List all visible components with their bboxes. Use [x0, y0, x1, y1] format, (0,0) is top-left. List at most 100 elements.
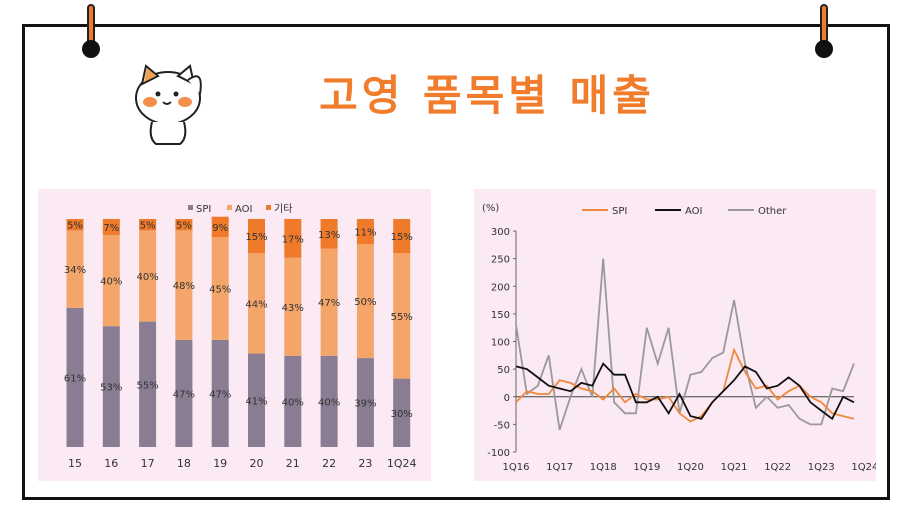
bar-segment-AOI-21 — [284, 257, 302, 356]
data-label-SPI-21: 40% — [282, 397, 304, 408]
x-tick-label: 1Q22 — [764, 462, 791, 473]
x-tick-label: 18 — [177, 457, 191, 470]
data-label-기타-18: 5% — [176, 221, 192, 232]
page-title: 고영 품목별 매출 — [319, 71, 655, 120]
data-label-SPI-22: 40% — [318, 397, 340, 408]
bar-segment-AOI-18 — [175, 230, 193, 340]
series-line-AOI — [515, 362, 855, 421]
data-label-기타-22: 13% — [318, 230, 340, 241]
bar-segment-AOI-23 — [356, 244, 374, 359]
bar-segment-AOI-15 — [66, 230, 84, 308]
cat-saluting-icon — [135, 64, 202, 145]
x-tick-label: 16 — [104, 457, 118, 470]
bar-segment-SPI-22 — [320, 355, 338, 447]
data-label-기타-1Q24: 15% — [391, 232, 413, 243]
bar-segment-AOI-19 — [211, 237, 229, 340]
bar-segment-AOI-22 — [320, 248, 338, 356]
bar-segment-기타-16 — [102, 219, 120, 235]
legend-label-Other: Other — [758, 206, 787, 217]
y-tick-label: 0 — [504, 393, 510, 404]
bar-segment-기타-19 — [211, 216, 229, 238]
bar-segment-기타-18 — [175, 219, 193, 231]
y-tick-label: 50 — [497, 365, 510, 376]
bar-segment-SPI-16 — [102, 326, 120, 447]
y-axis-label: (%) — [482, 203, 499, 214]
data-label-AOI-18: 48% — [173, 281, 195, 292]
data-label-SPI-15: 61% — [64, 373, 86, 384]
bar-segment-SPI-1Q24 — [393, 378, 411, 447]
bar-segment-SPI-17 — [139, 321, 157, 447]
data-label-AOI-16: 40% — [100, 277, 122, 288]
legend-label-SPI: SPI — [612, 206, 627, 217]
y-tick-label: 150 — [491, 310, 510, 321]
y-tick-label: -100 — [487, 448, 510, 459]
y-tick-label: 300 — [491, 227, 510, 238]
bar-segment-기타-20 — [248, 219, 265, 254]
data-label-기타-16: 7% — [103, 223, 119, 234]
bar-segment-SPI-18 — [175, 339, 193, 447]
y-tick-label: 200 — [491, 282, 510, 293]
bar-segment-SPI-21 — [284, 355, 302, 447]
x-tick-label: 15 — [68, 457, 82, 470]
data-label-기타-17: 5% — [140, 221, 156, 232]
data-label-SPI-1Q24: 30% — [391, 409, 413, 420]
data-label-기타-20: 15% — [245, 232, 267, 243]
bar-segment-기타-21 — [284, 219, 302, 258]
bar-segment-SPI-23 — [356, 358, 374, 447]
bar-segment-SPI-20 — [248, 353, 265, 447]
data-label-AOI-20: 44% — [245, 299, 267, 310]
x-tick-label: 1Q23 — [808, 462, 835, 473]
data-label-AOI-22: 47% — [318, 298, 340, 309]
y-tick-label: 250 — [491, 255, 510, 266]
bar-segment-기타-1Q24 — [393, 219, 411, 254]
legend-swatch-SPI — [188, 205, 193, 210]
data-label-기타-23: 11% — [354, 228, 376, 239]
stacked-bar-chart: SPI AOI 기타 61% 34% 5% 15 53% 40% 7% 16 55% 40% 5% 17 47… — [64, 203, 417, 470]
legend-label-AOI: AOI — [235, 204, 253, 215]
line-chart: (%) -100 -50 0 50 100 150 200 250 300 1Q16 1Q17 1Q18… — [482, 203, 878, 473]
x-tick-label: 1Q18 — [590, 462, 617, 473]
x-tick-label: 22 — [322, 457, 336, 470]
line-chart-panel: (%) -100 -50 0 50 100 150 200 250 300 1Q16 1Q17 1Q18… — [474, 189, 878, 481]
x-tick-label: 1Q24 — [387, 457, 417, 470]
data-label-AOI-1Q24: 55% — [391, 312, 413, 323]
x-tick-label: 1Q19 — [633, 462, 660, 473]
data-label-SPI-23: 39% — [354, 399, 376, 410]
data-label-SPI-16: 53% — [100, 383, 122, 394]
legend-label-기타: 기타 — [274, 203, 292, 215]
bar-segment-AOI-17 — [139, 230, 157, 322]
x-tick-label: 1Q16 — [503, 462, 530, 473]
data-label-SPI-20: 41% — [245, 396, 267, 407]
data-label-SPI-18: 47% — [173, 389, 195, 400]
bar-segment-AOI-20 — [248, 253, 265, 354]
data-label-AOI-23: 50% — [354, 297, 376, 308]
series-line-SPI — [515, 347, 855, 423]
bar-segment-기타-22 — [320, 219, 338, 249]
x-tick-label: 1Q24 — [851, 462, 876, 473]
y-tick-label: 100 — [491, 338, 510, 349]
bar-segment-SPI-19 — [211, 339, 229, 447]
data-label-AOI-21: 43% — [282, 303, 304, 314]
data-label-AOI-19: 45% — [209, 285, 231, 296]
x-tick-label: 20 — [250, 457, 264, 470]
data-label-기타-21: 17% — [282, 234, 304, 245]
data-label-SPI-17: 55% — [136, 380, 158, 391]
legend-label-AOI: AOI — [685, 206, 703, 217]
bar-segment-기타-17 — [139, 219, 157, 231]
legend-label-SPI: SPI — [196, 204, 211, 215]
data-label-기타-19: 9% — [212, 223, 228, 234]
x-tick-label: 1Q17 — [546, 462, 573, 473]
data-label-AOI-15: 34% — [64, 265, 86, 276]
data-label-SPI-19: 47% — [209, 389, 231, 400]
bar-segment-기타-15 — [66, 219, 84, 231]
x-tick-label: 19 — [213, 457, 227, 470]
bar-segment-AOI-1Q24 — [393, 253, 411, 379]
bar-segment-기타-23 — [356, 219, 374, 245]
stacked-bar-panel: SPI AOI 기타 61% 34% 5% 15 53% 40% 7% 16 55% 40% 5% 17 47… — [38, 189, 431, 481]
bar-segment-SPI-15 — [66, 307, 84, 447]
series-line-Other — [515, 258, 855, 431]
data-label-AOI-17: 40% — [136, 272, 158, 283]
x-tick-label: 17 — [141, 457, 155, 470]
legend-swatch-AOI — [227, 205, 232, 210]
bar-segment-AOI-16 — [102, 234, 120, 327]
